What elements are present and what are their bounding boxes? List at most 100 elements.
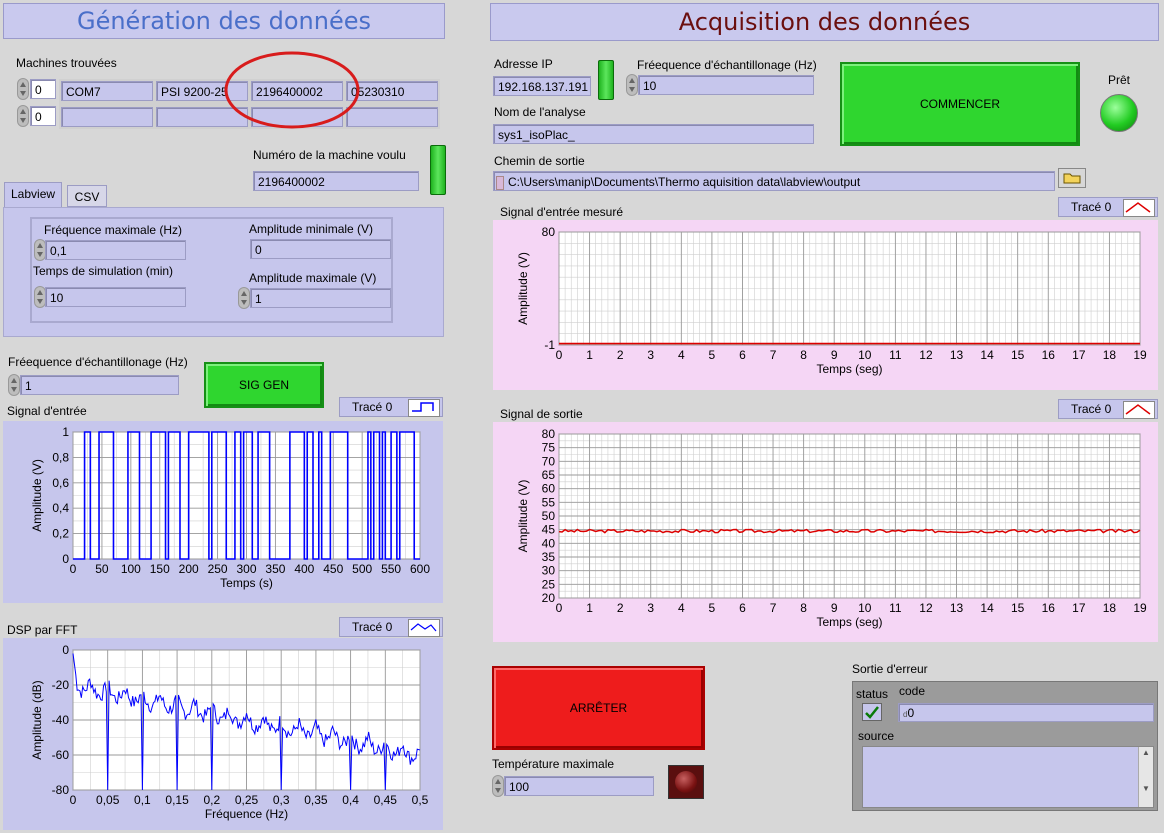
analysis-field[interactable]: sys1_isoPlac_ [493, 124, 814, 144]
x-tick-label: 450 [323, 562, 343, 576]
peak-trace-icon [1123, 199, 1155, 217]
y-axis-label: Amplitude (V) [516, 480, 530, 553]
machines-cell-0-0[interactable]: COM7 [61, 81, 153, 101]
y-tick-label: 0,8 [52, 450, 69, 464]
output-legend[interactable]: Tracé 0 [1058, 399, 1158, 419]
y-axis-label: Amplitude (V) [30, 459, 44, 532]
machines-cell-0-3[interactable]: 05230310 [346, 81, 438, 101]
labview-tab-panel [3, 207, 444, 337]
machine-num-field[interactable]: 2196400002 [253, 171, 419, 191]
ip-connected-led [598, 60, 614, 100]
x-tick-label: 4 [678, 348, 685, 362]
dsp-trace [72, 653, 421, 791]
amp-max-field[interactable]: 1 [250, 288, 391, 308]
dsp-label: DSP par FFT [7, 623, 78, 637]
x-tick-label: 11 [889, 348, 902, 362]
x-tick-label: 400 [294, 562, 314, 576]
acq-freq-label: Fréequence d'échantillonage (Hz) [637, 58, 817, 72]
x-tick-label: 7 [770, 348, 777, 362]
tab-csv[interactable]: CSV [67, 185, 107, 207]
x-tick-label: 8 [800, 348, 807, 362]
x-tick-label: 12 [919, 348, 933, 362]
code-field[interactable]: d0 [898, 703, 1154, 722]
output-signal-chart: 0 1 2 3 4 5 6 7 8 9 10 11 12 13 14 15 16 17 18 192025303540… [493, 422, 1158, 642]
x-tick-label: 10 [858, 348, 872, 362]
machines-row1-index[interactable]: 0 [30, 106, 56, 126]
path-icon [496, 175, 504, 190]
x-tick-label: 0,35 [304, 793, 328, 807]
x-tick-label: 1 [586, 601, 593, 615]
machines-row1-index-stepper[interactable] [17, 105, 29, 127]
stop-button-label: ARRÊTER [569, 701, 628, 715]
ready-label: Prêt [1108, 73, 1131, 87]
max-temp-stepper[interactable] [492, 775, 504, 797]
x-tick-label: 7 [770, 601, 777, 615]
x-tick-label: 600 [410, 562, 430, 576]
y-tick-label: 1 [62, 425, 69, 439]
machines-row0-index-stepper[interactable] [17, 78, 29, 100]
output-signal-label: Signal de sortie [500, 407, 583, 421]
x-tick-label: 0 [556, 601, 563, 615]
x-tick-label: 18 [1103, 601, 1117, 615]
x-tick-label: 0,1 [134, 793, 151, 807]
sim-time-field[interactable]: 10 [45, 287, 186, 307]
measured-legend[interactable]: Tracé 0 [1058, 197, 1158, 217]
acq-freq-field[interactable]: 10 [638, 75, 814, 95]
x-tick-label: 0,5 [412, 793, 429, 807]
source-field[interactable]: ▲ ▼ [862, 746, 1154, 808]
x-tick-label: 17 [1072, 601, 1086, 615]
source-label: source [858, 729, 895, 743]
status-indicator [862, 703, 882, 721]
sample-freq-field[interactable]: 1 [20, 375, 179, 395]
x-tick-label: 13 [950, 601, 964, 615]
sample-freq-stepper[interactable] [8, 374, 20, 396]
machine-num-label: Numéro de la machine voulu [253, 148, 406, 162]
x-tick-label: 18 [1103, 348, 1117, 362]
y-tick-label: 80 [542, 225, 556, 239]
start-button[interactable]: COMMENCER [840, 62, 1080, 146]
x-tick-label: 350 [265, 562, 285, 576]
machines-cell-1-3[interactable] [346, 107, 438, 127]
y-tick-label: 25 [542, 577, 556, 591]
machine-found-led [430, 145, 446, 195]
x-tick-label: 2 [617, 348, 624, 362]
right-title: Acquisition des données [678, 8, 971, 36]
freq-max-label: Fréquence maximale (Hz) [44, 223, 183, 237]
source-scrollbar[interactable]: ▲ ▼ [1138, 747, 1153, 807]
x-tick-label: 8 [800, 601, 807, 615]
x-tick-label: 3 [647, 348, 654, 362]
input-signal-chart: 0 50 100 150 200 250 300 350 400 450 500 550 600 0 0,2… [3, 421, 443, 603]
input-legend[interactable]: Tracé 0 [339, 397, 443, 417]
freq-max-field[interactable]: 0,1 [45, 240, 186, 260]
output-path-field[interactable]: C:\Users\manip\Documents\Thermo aquisiti… [493, 171, 1055, 191]
machines-row0-index[interactable]: 0 [30, 79, 56, 99]
x-tick-label: 0,05 [96, 793, 120, 807]
acq-freq-stepper[interactable] [626, 74, 638, 96]
code-value: 0 [907, 706, 915, 720]
machines-cell-1-0[interactable] [61, 107, 153, 127]
analysis-label: Nom de l'analyse [494, 105, 586, 119]
amp-max-stepper[interactable] [238, 287, 250, 309]
y-tick-label: -1 [544, 338, 555, 352]
amp-min-field[interactable]: 0 [250, 239, 391, 259]
x-tick-label: 6 [739, 348, 746, 362]
y-tick-label: 55 [542, 495, 556, 509]
y-tick-label: 70 [542, 454, 556, 468]
output-legend-label: Tracé 0 [1071, 402, 1112, 416]
ip-field[interactable]: 192.168.137.191 [493, 76, 591, 96]
y-tick-label: 50 [542, 509, 556, 523]
y-tick-label: 0 [62, 552, 69, 566]
stop-button[interactable]: ARRÊTER [492, 666, 705, 750]
measured-input-chart: 0 1 2 3 4 5 6 7 8 9 10 11 12 13 14 15 16 17 18 19-180Temps … [493, 220, 1158, 390]
y-tick-label: 0,6 [52, 476, 69, 490]
folder-browse-button[interactable] [1058, 168, 1086, 188]
input-signal-trace [73, 431, 420, 560]
y-tick-label: 75 [542, 441, 556, 455]
highlight-ellipse [224, 51, 360, 129]
sig-gen-button[interactable]: SIG GEN [204, 362, 324, 408]
dsp-legend[interactable]: Tracé 0 [339, 617, 443, 637]
machines-cell-0-2[interactable]: 2196400002 [251, 81, 343, 101]
status-label: status [856, 687, 889, 701]
max-temp-field[interactable]: 100 [504, 776, 654, 796]
tab-labview[interactable]: Labview [4, 182, 63, 208]
